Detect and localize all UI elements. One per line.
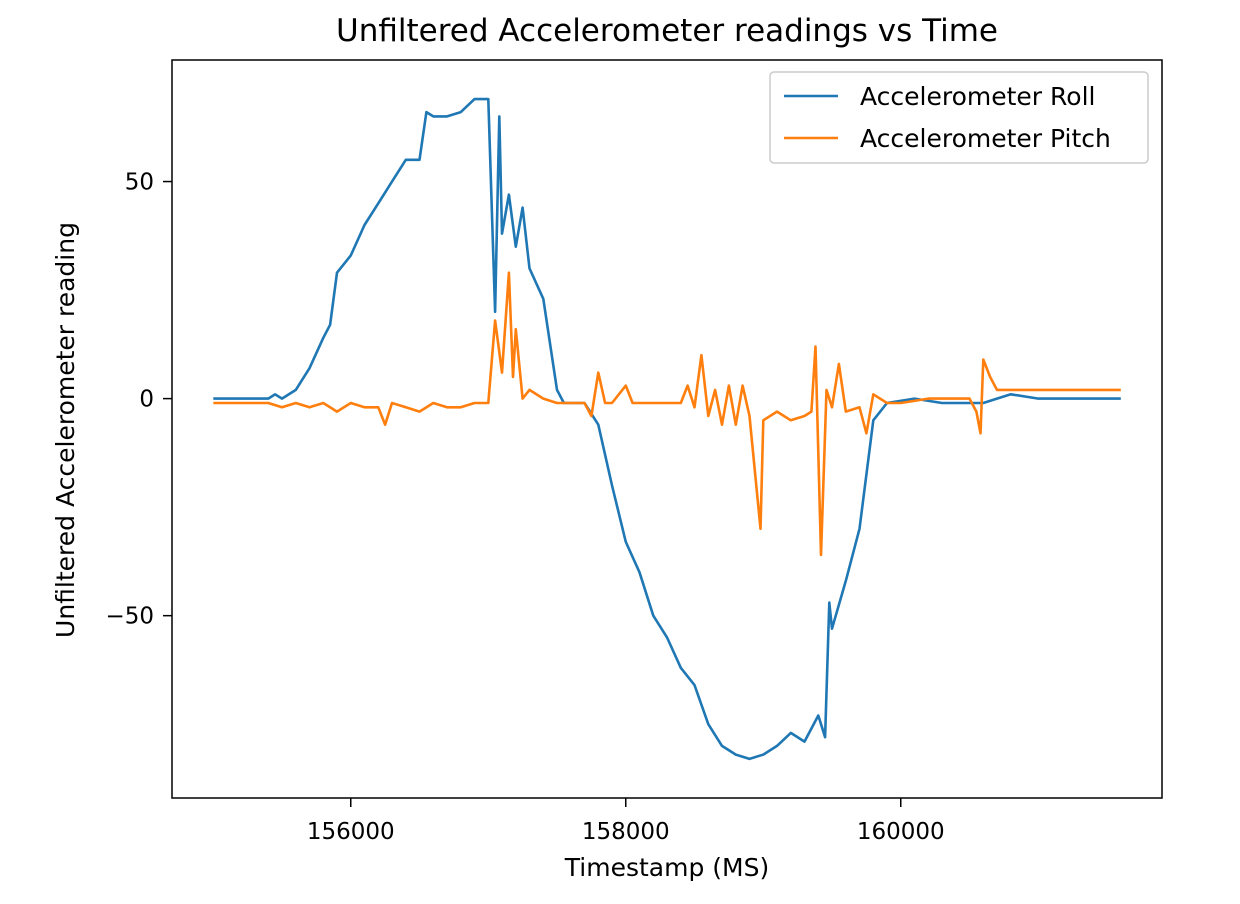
y-tick-label: −50 [105, 604, 154, 630]
series-line-accelerometer-roll [213, 97, 1121, 761]
y-tick-label: 0 [139, 387, 154, 413]
plot-frame [171, 59, 1163, 799]
y-tick-label: 50 [125, 170, 154, 196]
legend: Accelerometer Roll Accelerometer Pitch [769, 71, 1149, 164]
x-tick-label: 158000 [582, 819, 670, 845]
series-line-accelerometer-pitch [213, 271, 1121, 557]
legend-label-roll: Accelerometer Roll [860, 82, 1095, 111]
x-axis-label: Timestamp (MS) [564, 853, 769, 882]
x-tick-label: 156000 [307, 819, 395, 845]
legend-label-pitch: Accelerometer Pitch [860, 124, 1111, 153]
chart-title: Unfiltered Accelerometer readings vs Tim… [336, 13, 998, 49]
x-tick-label: 160000 [857, 819, 945, 845]
y-axis-ticks: −50 0 50 [105, 170, 172, 630]
plot-lines [213, 97, 1121, 761]
x-axis-ticks: 156000 158000 160000 [307, 798, 945, 845]
legend-frame [769, 71, 1149, 164]
y-axis-label: Unfiltered Accelerometer reading [51, 222, 80, 638]
